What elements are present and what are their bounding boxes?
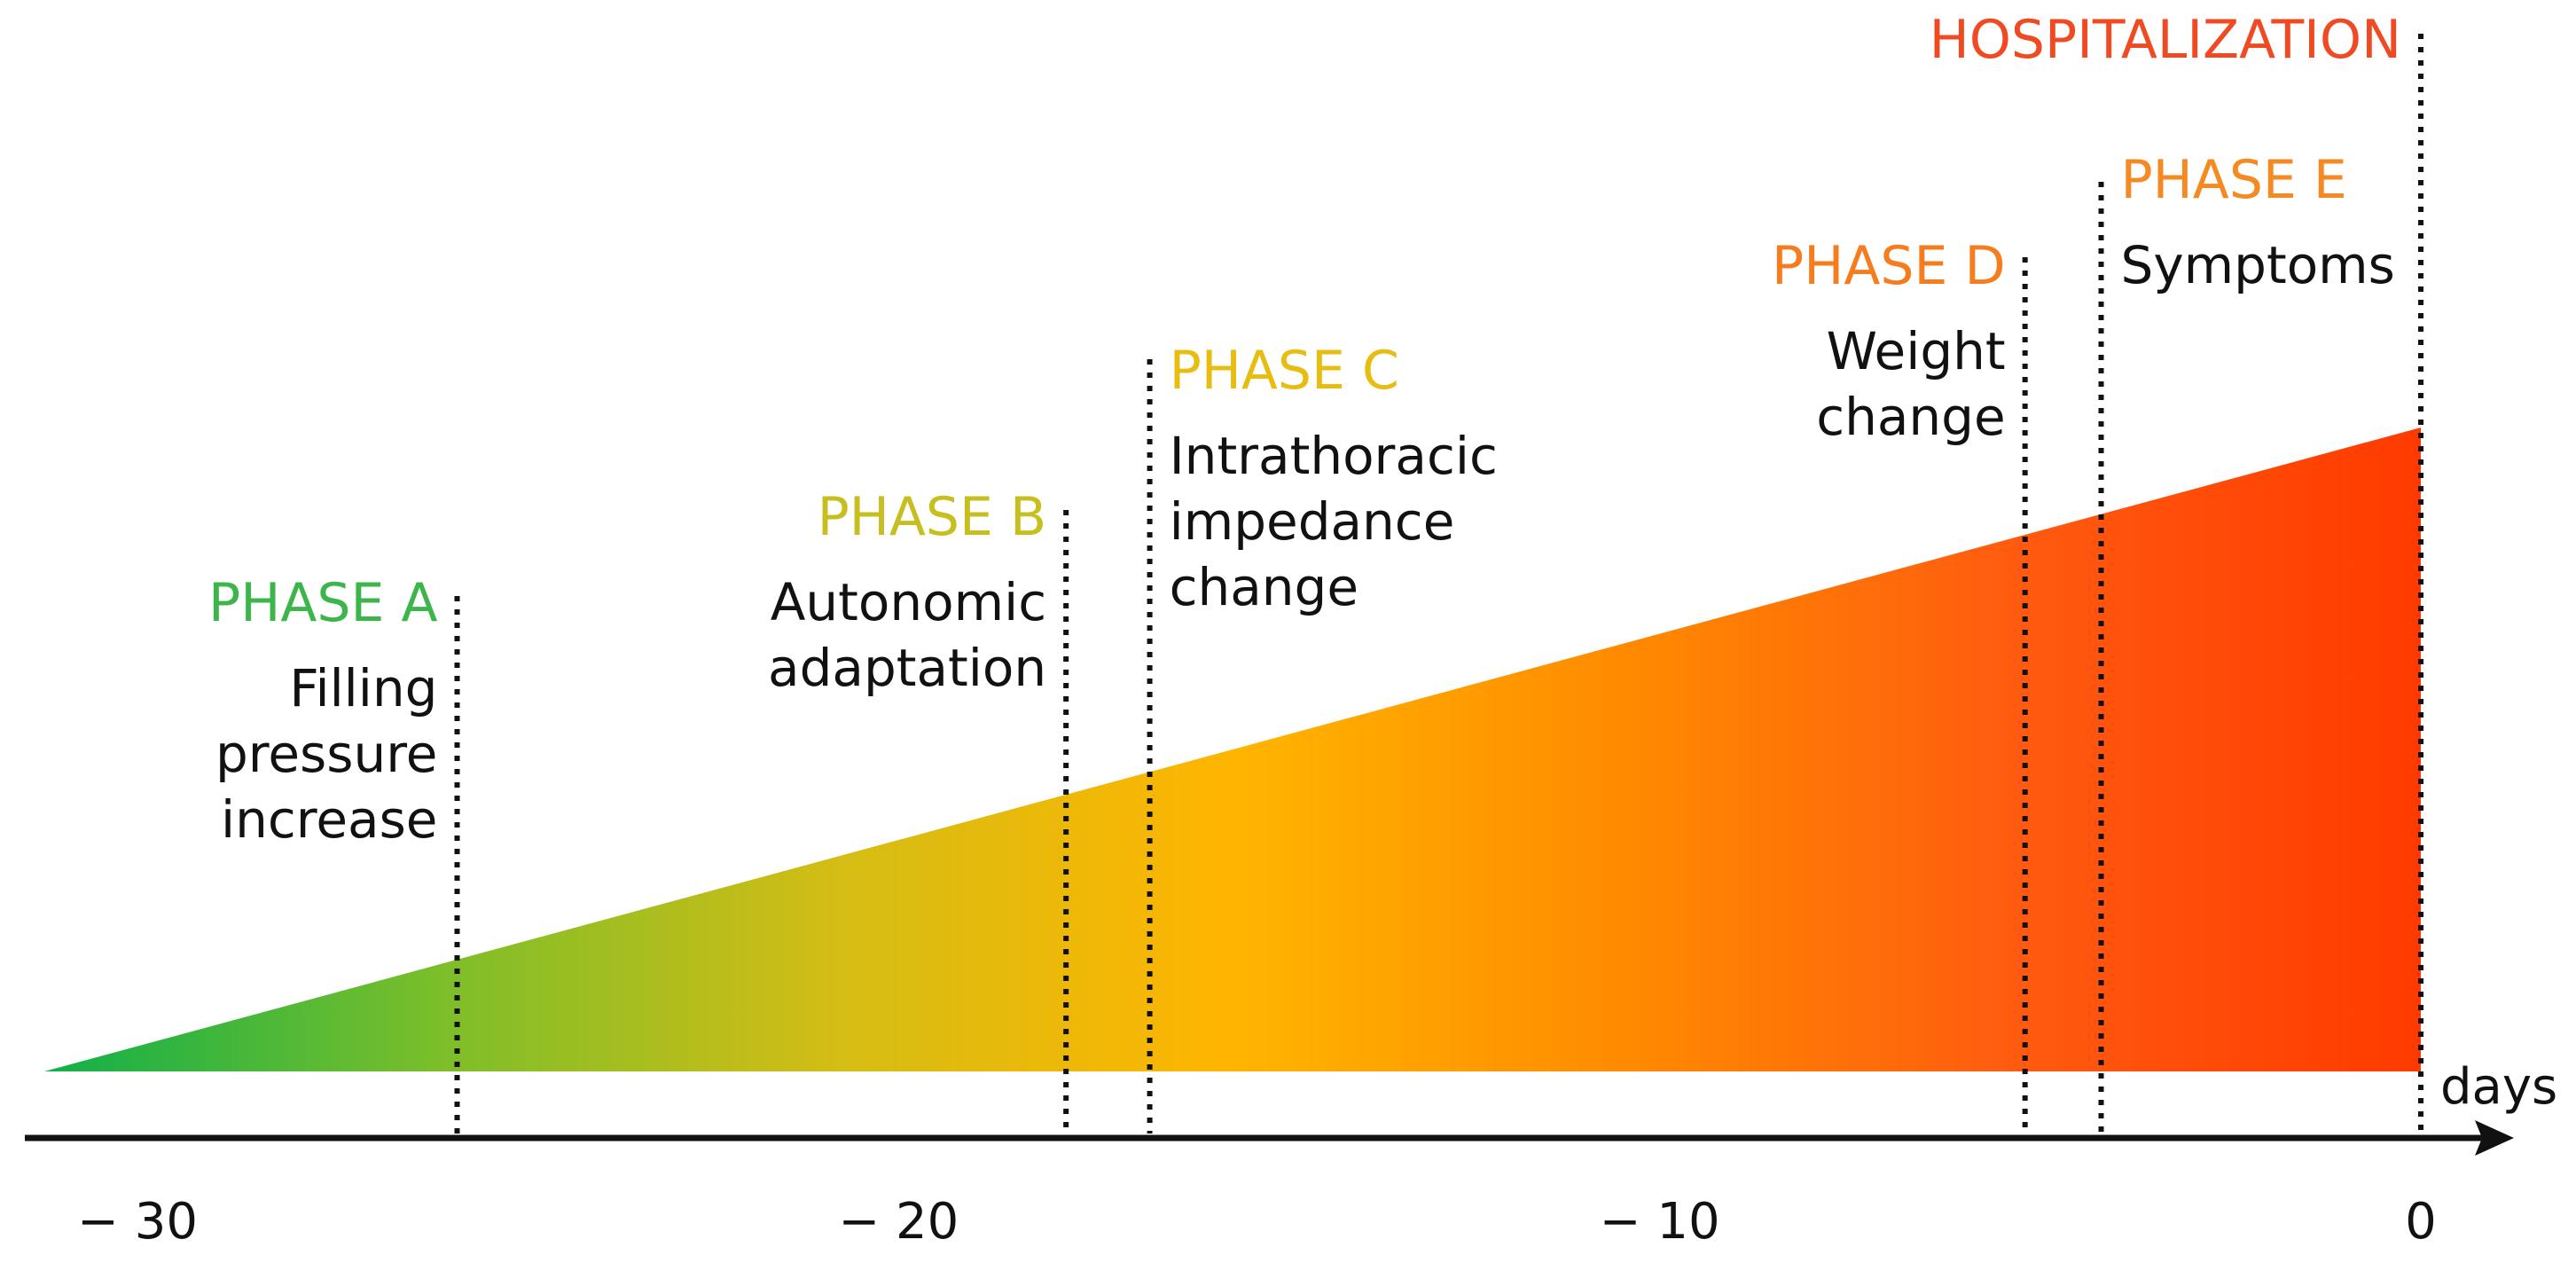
axis-tick-label: − 10 [1600, 1193, 1720, 1251]
phase-b-title: PHASE B [818, 486, 1047, 548]
phase-c-description-line: Intrathoracic [1170, 426, 1498, 486]
phase-b-description-line: adaptation [768, 638, 1046, 698]
phase-e-title: PHASE E [2121, 149, 2347, 211]
phase-a-description-line: increase [221, 789, 437, 850]
phase-b-description-line: Autonomic [771, 572, 1046, 632]
hospitalization-title: HOSPITALIZATION [1930, 9, 2401, 71]
phase-d-title: PHASE D [1772, 235, 2006, 297]
phase-d-description-line: Weight [1827, 321, 2006, 381]
axis-tick-label: − 30 [77, 1193, 198, 1251]
phase-c-title: PHASE C [1170, 340, 1399, 402]
axis-tick-label: − 20 [838, 1193, 959, 1251]
phase-a-title: PHASE A [208, 572, 437, 634]
phase-d-description-line: change [1816, 387, 2005, 447]
axis-arrow-icon [2475, 1120, 2514, 1156]
risk-wedge [44, 428, 2421, 1071]
phase-a-description-line: Filling [289, 658, 437, 718]
phase-a-description-line: pressure [215, 724, 438, 784]
axis-unit-label: days [2440, 1058, 2557, 1116]
axis-tick-label: 0 [2405, 1193, 2437, 1251]
phase-e-description-line: Symptoms [2121, 235, 2395, 295]
phase-c-description-line: impedance [1170, 491, 1455, 552]
phase-c-description-line: change [1170, 557, 1358, 617]
